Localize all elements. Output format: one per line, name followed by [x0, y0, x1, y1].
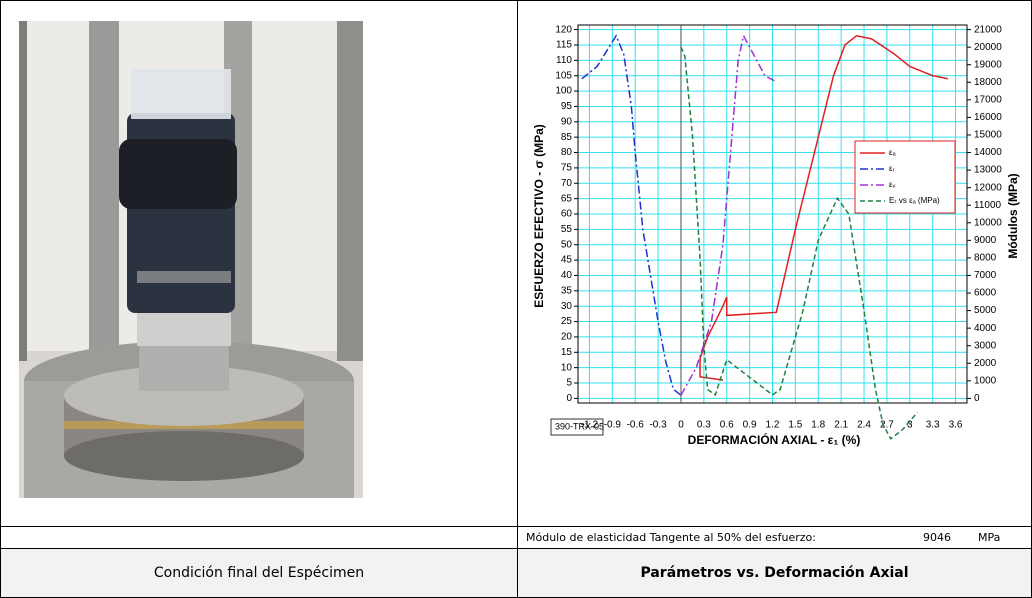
- x-tick-label: 2.1: [834, 420, 848, 431]
- y2-tick-label: 13000: [974, 165, 1002, 176]
- caption: Condición final del Espécimen: [1, 548, 518, 597]
- y-tick-label: 95: [561, 101, 573, 112]
- x-tick-label: -0.9: [604, 420, 622, 431]
- y2-axis-label: Módulos (MPa): [1006, 173, 1020, 258]
- x-tick-label: -0.3: [649, 420, 667, 431]
- series-line: [581, 34, 682, 396]
- y-tick-label: 5: [566, 378, 572, 389]
- y-tick-label: 85: [561, 132, 573, 143]
- series-line: [680, 33, 777, 396]
- series-line: [699, 34, 949, 381]
- y-tick-label: 60: [561, 209, 573, 220]
- y-tick-label: 90: [561, 116, 573, 127]
- x-tick-label: 0.6: [720, 420, 734, 431]
- y2-tick-label: 10000: [974, 217, 1002, 228]
- y2-tick-label: 11000: [974, 200, 1002, 211]
- y-tick-label: 50: [561, 239, 573, 250]
- caption: Parámetros vs. Deformación Axial: [518, 548, 1031, 597]
- y-tick-label: 15: [561, 347, 573, 358]
- y-tick-label: 30: [561, 301, 573, 312]
- photo: [19, 21, 363, 498]
- y-tick-label: 70: [561, 178, 573, 189]
- y-tick-label: 75: [561, 163, 573, 174]
- y-tick-label: 0: [566, 393, 572, 404]
- x-tick-label: 0.9: [743, 420, 757, 431]
- x-tick-label: 3.6: [949, 420, 963, 431]
- y-tick-label: 120: [555, 24, 572, 35]
- y-tick-label: 55: [561, 224, 573, 235]
- y2-tick-label: 5000: [974, 305, 997, 316]
- y2-tick-label: 14000: [974, 147, 1002, 158]
- chart: 390-TRX-05 DEFORMACIÓN AXIAL - ε₁ (%) ES…: [532, 24, 1020, 447]
- x-tick-label: 2.4: [857, 420, 871, 431]
- y2-tick-label: 15000: [974, 130, 1002, 141]
- y2-tick-label: 7000: [974, 270, 997, 281]
- modulus-label: Módulo de elasticidad Tangente al 50% de…: [526, 531, 816, 544]
- y2-tick-label: 9000: [974, 235, 997, 246]
- x-tick-label: 3.3: [926, 420, 940, 431]
- y-tick-label: 45: [561, 255, 573, 266]
- y-tick-label: 100: [555, 86, 572, 97]
- x-tick-label: -0.6: [627, 420, 645, 431]
- y2-tick-label: 19000: [974, 59, 1002, 70]
- y-tick-label: 80: [561, 147, 573, 158]
- y-tick-label: 20: [561, 332, 573, 343]
- y2-tick-label: 21000: [974, 24, 1002, 35]
- series-line: [680, 46, 918, 440]
- y2-tick-label: 4000: [974, 323, 997, 334]
- y2-tick-label: 8000: [974, 253, 997, 264]
- y2-tick-label: 17000: [974, 94, 1002, 105]
- y2-tick-label: 12000: [974, 182, 1002, 193]
- modulus-row: Módulo de elasticidad Tangente al 50% de…: [518, 526, 1031, 548]
- y-tick-label: 65: [561, 193, 573, 204]
- legend-label: Eₜ vs εₐ (MPa): [889, 196, 940, 205]
- x-tick-label: 0: [678, 420, 684, 431]
- x-tick-label: 1.8: [811, 420, 825, 431]
- y-tick-label: 35: [561, 285, 573, 296]
- empty-cell: [1, 526, 518, 548]
- x-axis-label: DEFORMACIÓN AXIAL - ε₁ (%): [688, 432, 861, 447]
- legend-label: εₐ: [889, 148, 897, 157]
- x-tick-label: 2.7: [880, 420, 894, 431]
- y2-tick-label: 2000: [974, 358, 997, 369]
- x-tick-label: 3: [907, 420, 913, 431]
- y2-tick-label: 16000: [974, 112, 1002, 123]
- y2-tick-label: 0: [974, 393, 980, 404]
- x-tick-label: -1.2: [581, 420, 599, 431]
- y-tick-label: 10: [561, 362, 573, 373]
- x-tick-label: 1.5: [788, 420, 802, 431]
- legend-label: εᵥ: [889, 180, 896, 189]
- chart-cell: 390-TRX-05 DEFORMACIÓN AXIAL - ε₁ (%) ES…: [518, 1, 1031, 526]
- y-tick-label: 115: [556, 40, 572, 51]
- y-axis-label: ESFUERZO EFECTIVO - σ (MPa): [532, 124, 546, 308]
- y-tick-label: 25: [561, 316, 573, 327]
- y2-tick-label: 18000: [974, 77, 1002, 88]
- modulus-value: 9046: [923, 531, 951, 544]
- y-tick-label: 110: [556, 55, 572, 66]
- y2-tick-label: 6000: [974, 288, 997, 299]
- y2-tick-label: 3000: [974, 340, 997, 351]
- y-tick-label: 105: [555, 70, 572, 81]
- x-tick-label: 1.2: [766, 420, 780, 431]
- chart-tag: 390-TRX-05: [555, 421, 604, 431]
- modulus-unit: MPa: [978, 531, 1001, 544]
- tag-box: [550, 418, 604, 436]
- photo-cell: [1, 1, 518, 526]
- y2-tick-label: 1000: [974, 375, 997, 386]
- legend-label: εᵣ: [889, 164, 895, 173]
- plot-frame: [577, 24, 968, 404]
- y-tick-label: 40: [561, 270, 573, 281]
- x-tick-label: 0.3: [697, 420, 711, 431]
- y2-tick-label: 20000: [974, 42, 1002, 53]
